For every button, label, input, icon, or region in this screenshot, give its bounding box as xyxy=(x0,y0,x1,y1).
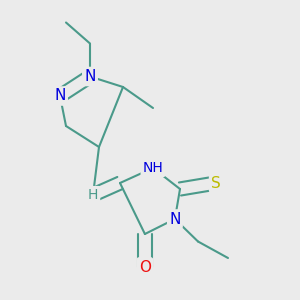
Text: N: N xyxy=(169,212,181,226)
Text: N: N xyxy=(84,69,96,84)
Text: H: H xyxy=(88,188,98,202)
Text: O: O xyxy=(139,260,151,274)
Text: S: S xyxy=(211,176,221,190)
Text: N: N xyxy=(54,88,66,104)
Text: NH: NH xyxy=(142,161,164,175)
